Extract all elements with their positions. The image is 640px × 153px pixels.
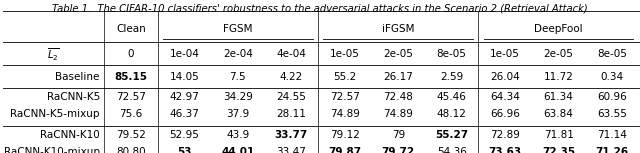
Text: 45.46: 45.46 (436, 92, 467, 102)
Text: 33.77: 33.77 (275, 130, 308, 140)
Text: 74.89: 74.89 (383, 109, 413, 119)
Text: 60.96: 60.96 (597, 92, 627, 102)
Text: 61.34: 61.34 (543, 92, 573, 102)
Text: 48.12: 48.12 (436, 109, 467, 119)
Text: 44.01: 44.01 (221, 147, 255, 153)
Text: 74.89: 74.89 (330, 109, 360, 119)
Text: 0: 0 (128, 49, 134, 59)
Text: 52.95: 52.95 (170, 130, 200, 140)
Text: 0.34: 0.34 (600, 71, 623, 82)
Text: 63.55: 63.55 (597, 109, 627, 119)
Text: 34.29: 34.29 (223, 92, 253, 102)
Text: 54.36: 54.36 (436, 147, 467, 153)
Text: 80.80: 80.80 (116, 147, 146, 153)
Text: 79: 79 (392, 130, 405, 140)
Text: 26.17: 26.17 (383, 71, 413, 82)
Text: 46.37: 46.37 (170, 109, 200, 119)
Text: 2e-05: 2e-05 (383, 49, 413, 59)
Text: 42.97: 42.97 (170, 92, 200, 102)
Text: 2e-04: 2e-04 (223, 49, 253, 59)
Text: 71.81: 71.81 (543, 130, 573, 140)
Text: 43.9: 43.9 (227, 130, 250, 140)
Text: 4.22: 4.22 (280, 71, 303, 82)
Text: 73.63: 73.63 (488, 147, 522, 153)
Text: 8e-05: 8e-05 (597, 49, 627, 59)
Text: 2e-05: 2e-05 (543, 49, 573, 59)
Text: 4e-04: 4e-04 (276, 49, 307, 59)
Text: 85.15: 85.15 (115, 71, 148, 82)
Text: 66.96: 66.96 (490, 109, 520, 119)
Text: 53: 53 (177, 147, 192, 153)
Text: 55.27: 55.27 (435, 130, 468, 140)
Text: 1e-05: 1e-05 (330, 49, 360, 59)
Text: 11.72: 11.72 (543, 71, 573, 82)
Text: 79.52: 79.52 (116, 130, 146, 140)
Text: 72.48: 72.48 (383, 92, 413, 102)
Text: 2.59: 2.59 (440, 71, 463, 82)
Text: 1e-04: 1e-04 (170, 49, 200, 59)
Text: 37.9: 37.9 (227, 109, 250, 119)
Text: 72.57: 72.57 (330, 92, 360, 102)
Text: RaCNN-K5-mixup: RaCNN-K5-mixup (10, 109, 100, 119)
Text: Table 1.  The CIFAR-10 classifiers' robustness to the adversarial attacks in the: Table 1. The CIFAR-10 classifiers' robus… (52, 4, 588, 14)
Text: DeepFool: DeepFool (534, 24, 583, 34)
Text: 28.11: 28.11 (276, 109, 307, 119)
Text: RaCNN-K5: RaCNN-K5 (47, 92, 100, 102)
Text: Baseline: Baseline (56, 71, 100, 82)
Text: 8e-05: 8e-05 (436, 49, 467, 59)
Text: 72.35: 72.35 (542, 147, 575, 153)
Text: 79.72: 79.72 (381, 147, 415, 153)
Text: 71.14: 71.14 (597, 130, 627, 140)
Text: 14.05: 14.05 (170, 71, 199, 82)
Text: iFGSM: iFGSM (382, 24, 415, 34)
Text: $\overline{L_2}$: $\overline{L_2}$ (47, 46, 60, 63)
Text: 26.04: 26.04 (490, 71, 520, 82)
Text: 7.5: 7.5 (230, 71, 246, 82)
Text: 75.6: 75.6 (120, 109, 143, 119)
Text: 71.26: 71.26 (595, 147, 628, 153)
Text: 79.87: 79.87 (328, 147, 362, 153)
Text: RaCNN-K10: RaCNN-K10 (40, 130, 100, 140)
Text: Clean: Clean (116, 24, 146, 34)
Text: 55.2: 55.2 (333, 71, 356, 82)
Text: 1e-05: 1e-05 (490, 49, 520, 59)
Text: 24.55: 24.55 (276, 92, 307, 102)
Text: 79.12: 79.12 (330, 130, 360, 140)
Text: FGSM: FGSM (223, 24, 253, 34)
Text: 72.89: 72.89 (490, 130, 520, 140)
Text: 72.57: 72.57 (116, 92, 146, 102)
Text: 64.34: 64.34 (490, 92, 520, 102)
Text: 33.47: 33.47 (276, 147, 307, 153)
Text: 63.84: 63.84 (543, 109, 573, 119)
Text: RaCNN-K10-mixup: RaCNN-K10-mixup (4, 147, 100, 153)
